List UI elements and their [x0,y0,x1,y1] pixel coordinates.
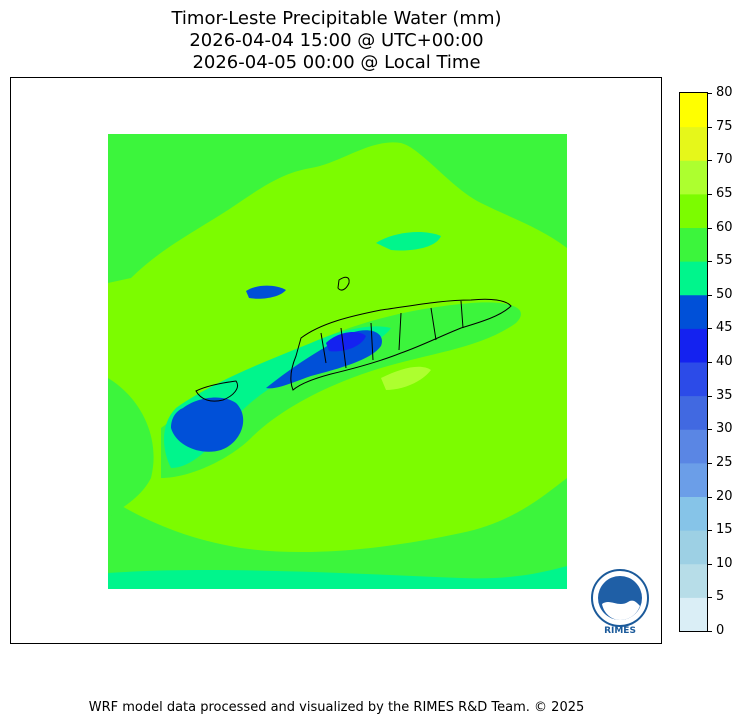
precipitable-water-map [108,134,567,589]
colorbar [679,92,708,632]
colorbar-band-5-10 [680,563,707,598]
colorbar-tick-mark [708,93,712,94]
colorbar-tick-label: 15 [716,522,733,538]
colorbar-band-0-5 [680,597,707,631]
colorbar-tick-label: 25 [716,454,733,470]
rimes-logo: RIMES [588,568,652,636]
colorbar-tick-label: 70 [716,152,733,168]
contour-60-patch [381,366,431,390]
colorbar-tick-label: 65 [716,185,733,201]
map-panel [10,77,662,644]
colorbar-band-25-30 [680,429,707,464]
contour-55-north [108,134,567,283]
timor-leste-boundaries [195,276,512,402]
colorbar-tick-label: 75 [716,118,733,134]
contour-55-south [108,478,567,589]
colorbar-tick-mark [708,362,712,363]
chart-title: Timor-Leste Precipitable Water (mm) 2026… [0,8,673,74]
colorbar-band-10-15 [680,530,707,565]
colorbar-band-40-45 [680,328,707,363]
colorbar-band-50-55 [680,261,707,296]
colorbar-band-30-35 [680,395,707,430]
contour-50-north-blob [376,232,441,251]
colorbar-band-60-65 [680,193,707,228]
colorbar-tick-label: 60 [716,219,733,235]
colorbar-tick-mark [708,597,712,599]
title-line-3: 2026-04-05 00:00 @ Local Time [192,52,481,73]
colorbar-tick-label: 20 [716,488,733,504]
colorbar-tick-label: 30 [716,421,733,437]
colorbar-tick-mark [708,563,712,565]
colorbar-band-15-20 [680,496,707,531]
contour-50-southedge [108,566,567,589]
colorbar-band-55-60 [680,227,707,262]
title-line-1: Timor-Leste Precipitable Water (mm) [171,8,502,29]
colorbar-tick-label: 55 [716,253,733,269]
colorbar-band-70-75 [680,126,707,161]
colorbar-tick-label: 40 [716,354,733,369]
colorbar-ticks: 0 5 10 15 20 25 30 35 40 45 50 55 60 65 70 75 80 [708,85,743,638]
title-line-2: 2026-04-04 15:00 @ UTC+00:00 [189,30,484,51]
colorbar-tick-label: 45 [716,320,733,336]
contour-45-north-blob [246,285,286,299]
logo-text: RIMES [604,626,636,636]
colorbar-tick-mark [708,530,712,532]
colorbar-tick-mark [708,193,712,195]
colorbar-tick-label: 50 [716,286,733,302]
colorbar-tick-mark [708,294,712,296]
colorbar-tick-label: 5 [716,589,725,605]
contour-55-island-band [161,302,521,478]
colorbar-tick-mark [708,631,712,632]
colorbar-band-35-40 [680,362,707,397]
colorbar-tick-mark [708,160,712,162]
footer-credit: WRF model data processed and visualized … [88,700,585,715]
colorbar-band-75-80 [680,93,707,128]
colorbar-band-20-25 [680,462,707,497]
colorbar-tick-mark [708,126,712,128]
colorbar-tick-mark [708,496,712,498]
contour-40-core [326,332,366,352]
colorbar-tick-mark [708,395,712,397]
contour-55-west [108,378,154,518]
colorbar-tick-mark [708,328,712,330]
colorbar-tick-mark [708,462,712,464]
colorbar-tick-label: 0 [716,623,725,638]
colorbar-tick-label: 80 [716,85,733,100]
colorbar-tick-label: 35 [716,387,733,403]
colorbar-bands [680,93,707,631]
colorbar-tick-mark [708,227,712,229]
colorbar-tick-mark [708,261,712,263]
colorbar-tick-label: 10 [716,555,733,571]
contour-45-west-core [171,397,244,452]
colorbar-tick-mark [708,429,712,431]
rimes-globe-logo-icon: RIMES [591,569,649,636]
colorbar-band-65-70 [680,160,707,195]
colorbar-band-45-50 [680,294,707,329]
